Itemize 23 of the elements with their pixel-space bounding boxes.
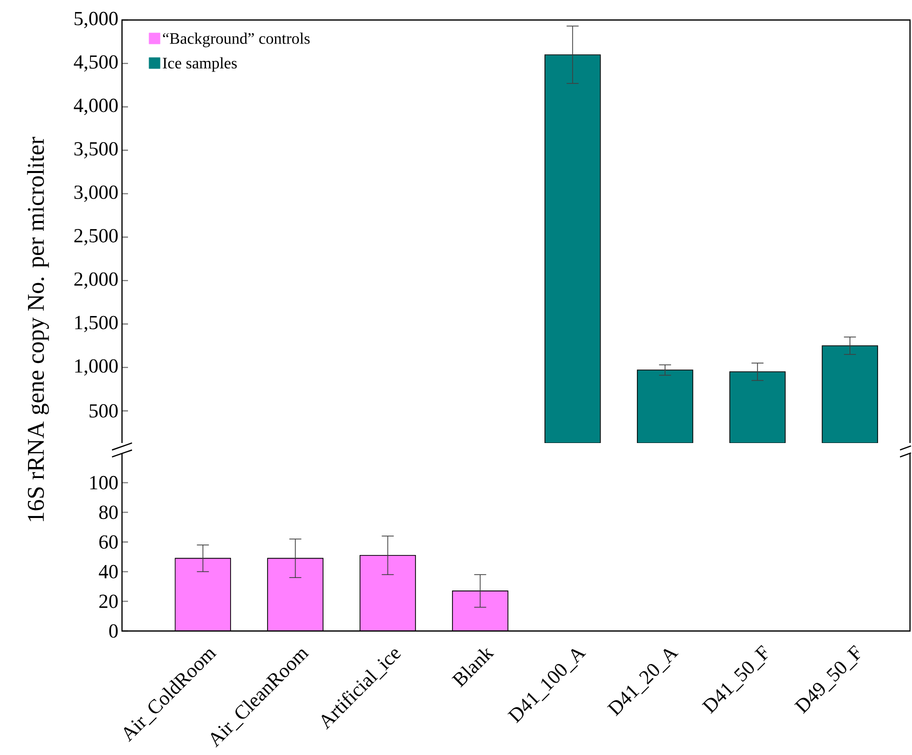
bar: [360, 554, 416, 631]
y-tick-label: 80: [99, 506, 118, 520]
y-tick-label: 3,000: [74, 186, 118, 202]
y-tick-label: 2,000: [74, 272, 118, 289]
legend-label: “Background” controls: [163, 32, 310, 48]
y-tick-label: 0: [109, 624, 118, 638]
y-tick-label: 5,000: [74, 12, 118, 28]
y-tick-label: 500: [90, 404, 118, 418]
bar: [452, 590, 508, 631]
y-axis-title: 16S rRNA gene copy No. per microliter: [27, 136, 49, 522]
y-tick-label: 4,000: [74, 98, 118, 116]
y-tick-label: 1,000: [75, 359, 118, 376]
y-tick-label: 3,500: [74, 142, 118, 158]
y-tick-label: 20: [99, 594, 118, 608]
bar: [267, 558, 324, 631]
y-tick-label: 100: [90, 476, 118, 490]
y-tick-label: 1,500: [75, 316, 118, 332]
legend-label: Ice samples: [162, 57, 237, 72]
bar: [174, 558, 232, 631]
y-tick-label: 40: [98, 564, 118, 578]
y-tick-label: 2,500: [74, 228, 118, 246]
y-tick-label: 4,500: [74, 55, 118, 72]
y-tick-label: 60: [99, 535, 118, 549]
